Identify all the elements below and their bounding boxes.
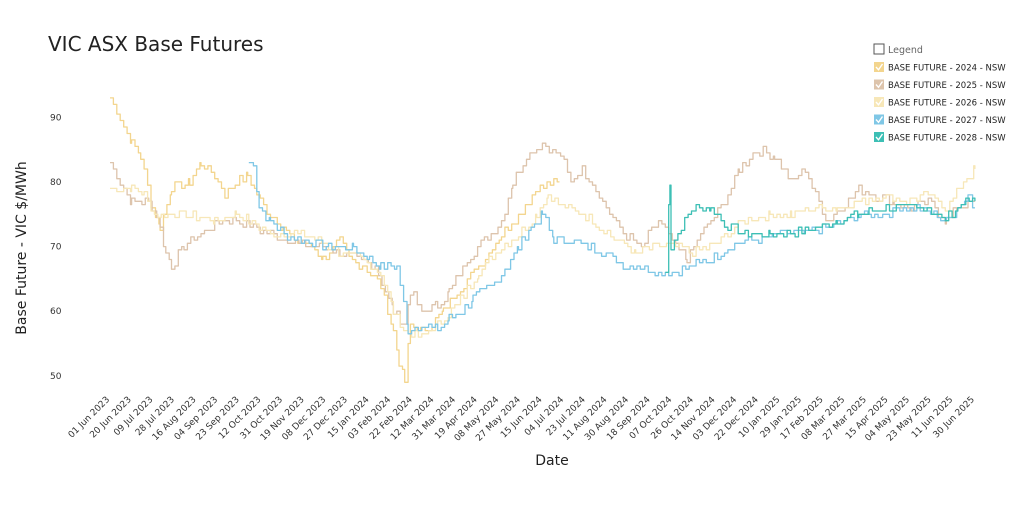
series-line: [110, 142, 975, 325]
legend-entry-label: BASE FUTURE - 2024 - NSW: [888, 64, 1006, 74]
checkmark-icon: [875, 63, 884, 71]
legend-entry-label: BASE FUTURE - 2028 - NSW: [888, 134, 1006, 144]
chart-title: VIC ASX Base Futures: [48, 32, 264, 56]
y-axis-label: Base Future - VIC $/MWh: [14, 161, 30, 334]
series-line: [110, 97, 560, 383]
legend-entry-label: BASE FUTURE - 2025 - NSW: [888, 81, 1006, 91]
checkmark-icon: [875, 81, 884, 89]
y-tick-label: 70: [50, 243, 62, 253]
legend-entry-label: BASE FUTURE - 2026 - NSW: [888, 99, 1006, 109]
legend-title: Legend: [888, 45, 923, 56]
legend-checkbox-icon[interactable]: [873, 43, 885, 55]
x-axis-label: Date: [535, 453, 568, 469]
y-tick-label: 50: [50, 372, 62, 382]
legend-checkbox-icon[interactable]: [874, 97, 884, 107]
series-line: [110, 165, 976, 338]
legend: Legend BASE FUTURE - 2024 - NSW BASE FUTU…: [873, 43, 1006, 144]
checkmark-icon: [875, 98, 884, 106]
legend-checkbox-icon[interactable]: [874, 114, 884, 125]
checkmark-icon: [875, 116, 884, 124]
y-tick-label: 60: [50, 307, 62, 317]
series-line: [248, 161, 975, 335]
legend-checkbox-icon[interactable]: [874, 132, 884, 142]
checkmark-icon: [875, 133, 884, 141]
series-line: [665, 184, 976, 274]
legend-checkbox-icon[interactable]: [874, 79, 884, 90]
y-tick-label: 90: [50, 113, 62, 123]
legend-entry-label: BASE FUTURE - 2027 - NSW: [888, 116, 1006, 126]
y-tick-label: 80: [50, 178, 62, 188]
legend-checkbox-icon[interactable]: [874, 62, 884, 72]
